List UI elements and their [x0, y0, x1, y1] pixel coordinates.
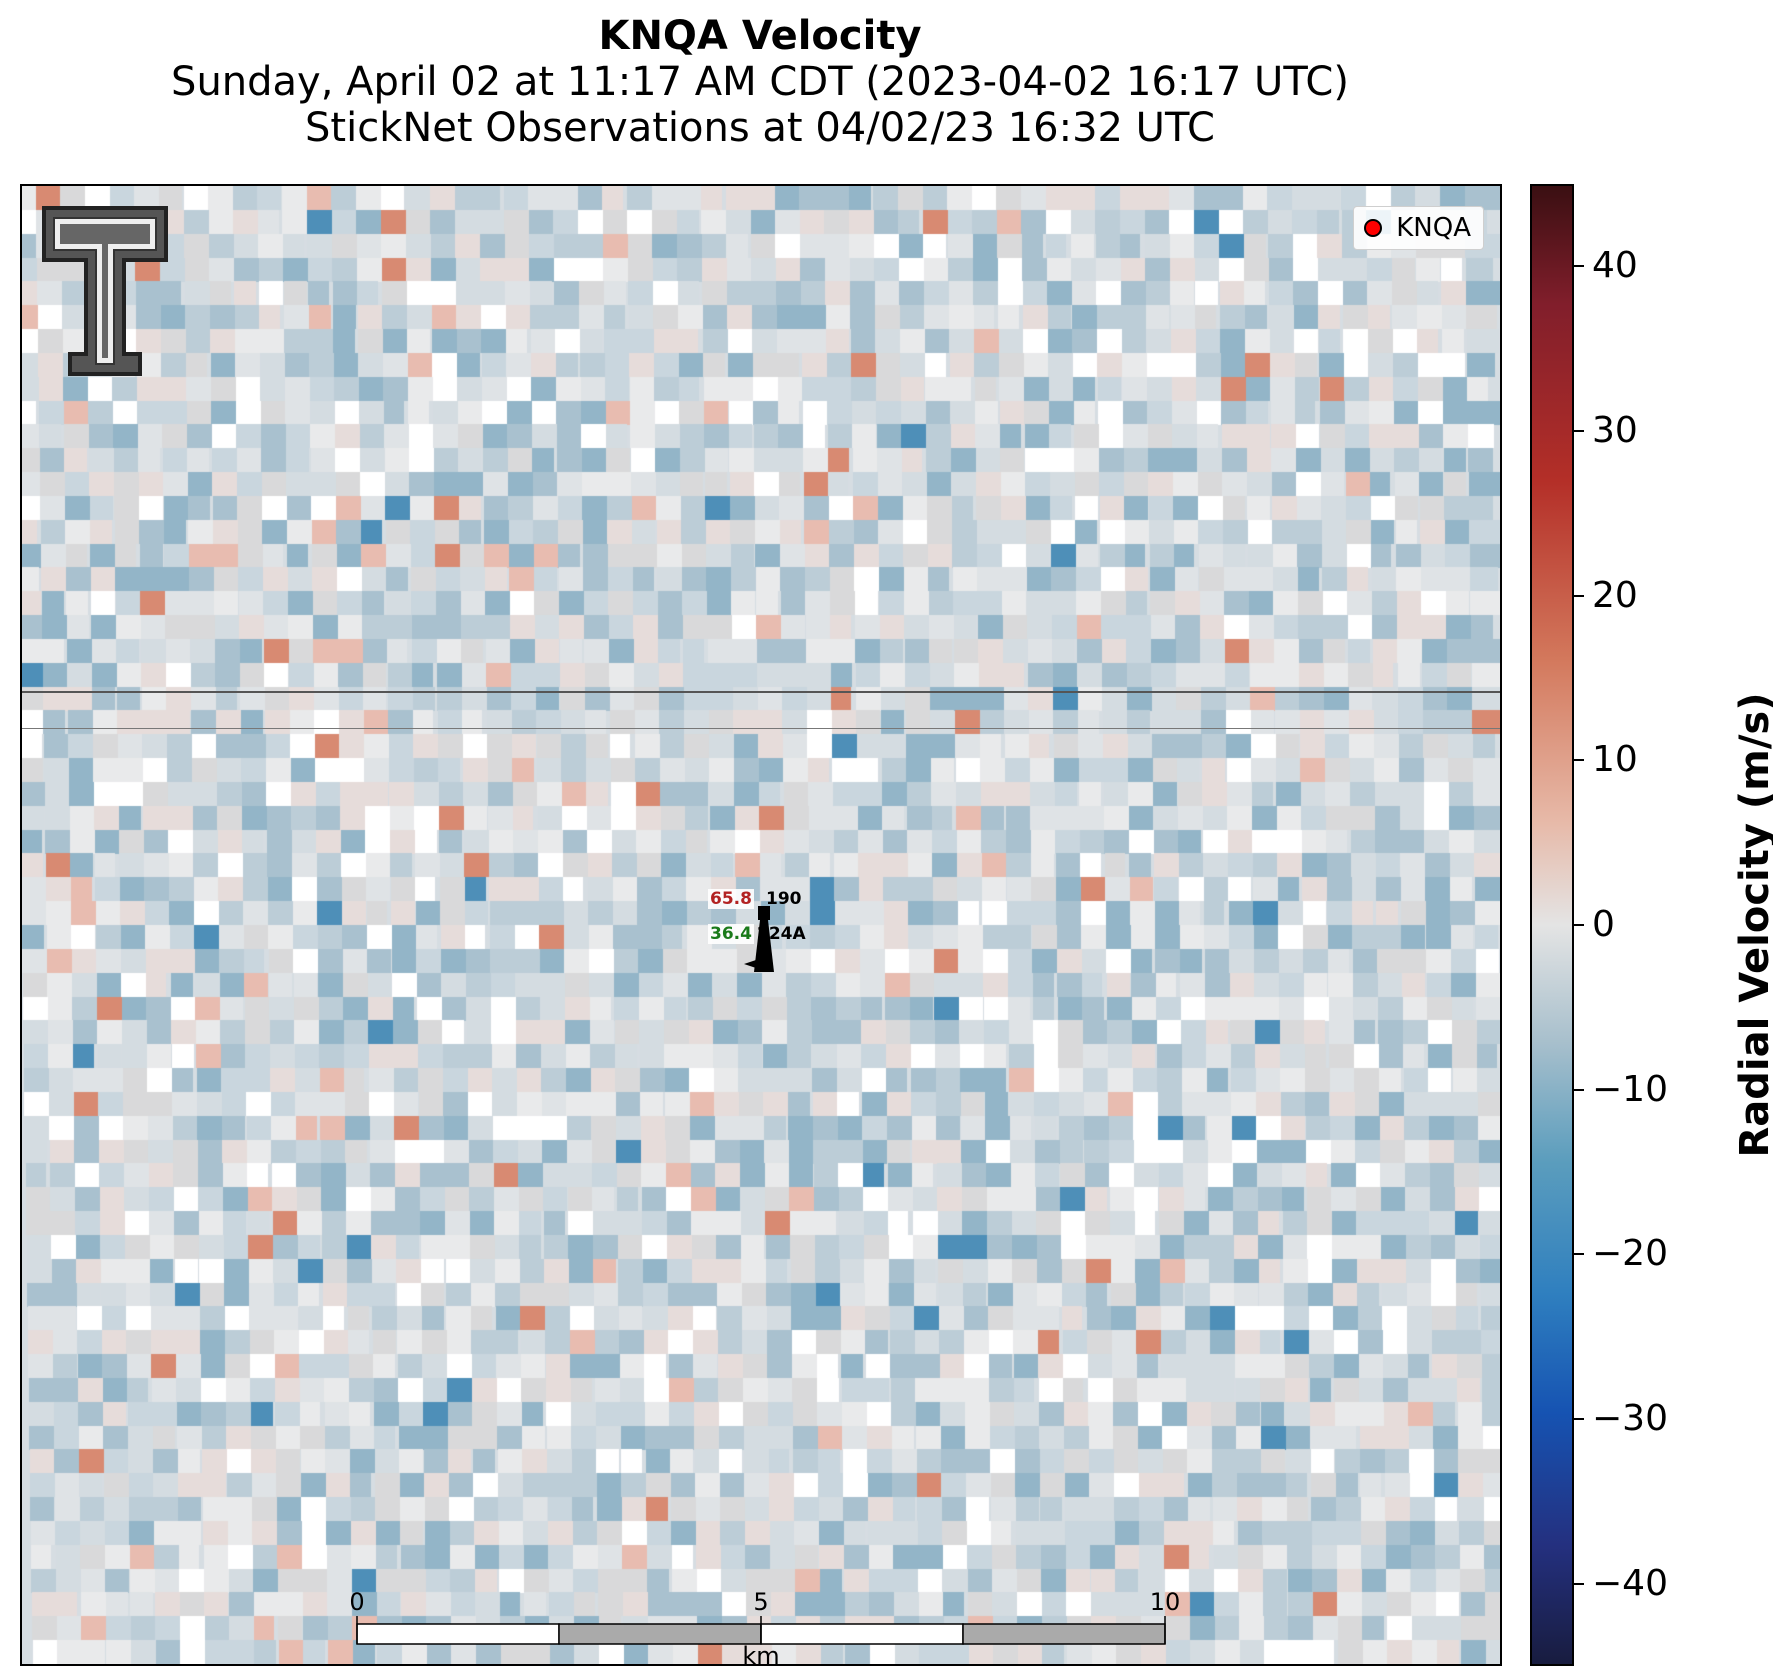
colorbar-tick-mark — [1574, 265, 1584, 268]
velocity-colorbar — [1530, 184, 1574, 1666]
colorbar-tick-label: 40 — [1592, 245, 1638, 287]
county-boundary-line — [22, 691, 1500, 693]
colorbar-tick-mark — [1574, 430, 1584, 432]
station-temperature: 65.8 — [708, 889, 754, 909]
radar-map[interactable]: KNQA 65.8 190 36.4 224A 0 5 10 km — [20, 184, 1502, 1666]
station-pressure: 190 — [766, 889, 802, 909]
colorbar-tick-label: 0 — [1592, 904, 1615, 945]
legend-label: KNQA — [1396, 213, 1471, 243]
colorbar-tick-label: −20 — [1592, 1233, 1668, 1275]
scale-label-5: 5 — [753, 1588, 768, 1616]
colorbar-tick-mark — [1574, 1088, 1584, 1091]
scale-bar-segments: 0 5 10 km — [349, 1588, 1181, 1666]
colorbar-tick-label: 10 — [1592, 739, 1638, 781]
colorbar-tick-label: 20 — [1592, 574, 1638, 616]
colorbar-tick-mark — [1574, 1253, 1584, 1256]
colorbar-tick-mark — [1574, 1582, 1584, 1585]
figure-title: KNQA Velocity — [598, 13, 922, 59]
figure-subtitle-date: Sunday, April 02 at 11:17 AM CDT (2023-0… — [171, 59, 1349, 105]
knqa-radar-marker-icon — [1364, 219, 1383, 237]
map-legend: KNQA — [1353, 206, 1484, 250]
scale-label-10: 10 — [1150, 1588, 1181, 1616]
colorbar-tick-mark — [1574, 1418, 1584, 1420]
scale-label-0: 0 — [349, 1588, 364, 1616]
colorbar-tick-label: −10 — [1592, 1068, 1668, 1110]
colorbar-tick-label: 30 — [1592, 410, 1638, 451]
county-boundary-line-secondary — [22, 728, 1500, 729]
colorbar-tick-label: −40 — [1592, 1562, 1668, 1604]
colorbar-tick-mark — [1574, 594, 1584, 597]
texas-tech-double-t-logo-icon — [42, 206, 168, 376]
colorbar-tick-label: −30 — [1592, 1398, 1668, 1439]
figure-subtitle-observations: StickNet Observations at 04/02/23 16:32 … — [305, 105, 1215, 151]
station-dewpoint: 36.4 — [708, 924, 754, 944]
colorbar-tick-mark — [1574, 924, 1584, 926]
colorbar-title: Radial Velocity (m/s) — [1732, 692, 1773, 1158]
wind-barb-icon — [744, 906, 774, 972]
scale-unit: km — [742, 1642, 779, 1666]
colorbar-tick-mark — [1574, 759, 1584, 762]
